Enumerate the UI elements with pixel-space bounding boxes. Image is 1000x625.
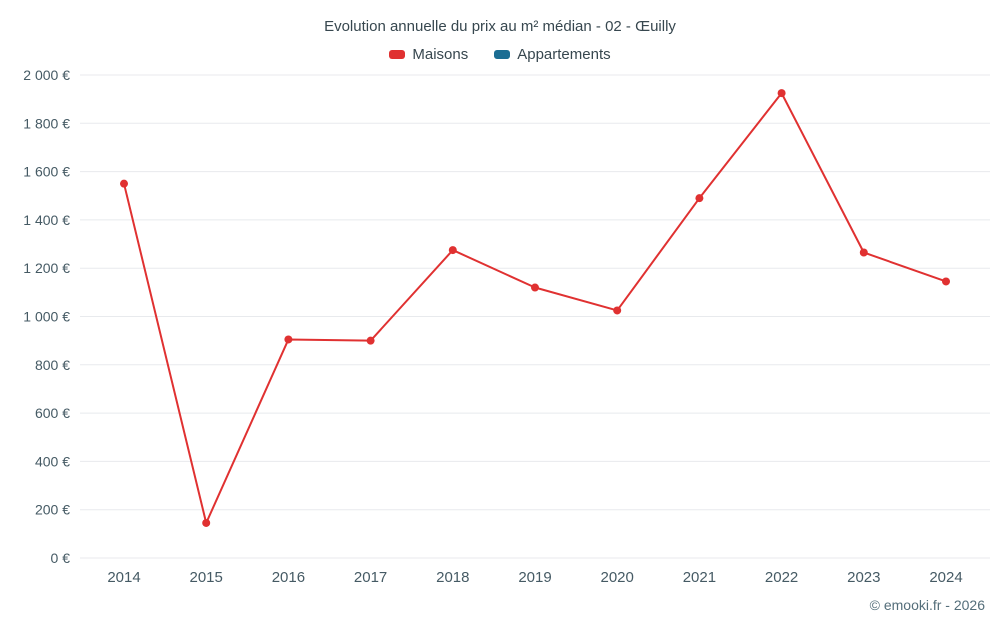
- y-axis-tick-label: 200 €: [35, 502, 70, 518]
- y-axis-tick-label: 1 000 €: [23, 309, 70, 325]
- x-axis-tick-label: 2016: [272, 569, 305, 586]
- y-axis-tick-label: 1 200 €: [23, 260, 70, 276]
- data-point-marker: [531, 283, 539, 292]
- data-point-marker: [366, 336, 375, 345]
- y-axis-tick-label: 400 €: [35, 453, 70, 469]
- chart-title: Evolution annuelle du prix au m² médian …: [324, 18, 676, 35]
- copyright-footer: © emooki.fr - 2026: [869, 597, 985, 613]
- chart-legend: Maisons Appartements: [0, 46, 1000, 63]
- data-point-marker: [695, 194, 704, 203]
- x-axis-tick-label: 2017: [354, 569, 387, 586]
- x-axis-tick-label: 2018: [436, 569, 469, 586]
- x-axis-tick-label: 2019: [518, 569, 551, 586]
- legend-swatch-appartements: [494, 50, 511, 59]
- data-point-marker: [613, 306, 622, 315]
- y-axis-tick-label: 800 €: [35, 357, 70, 373]
- legend-label-appartements: Appartements: [517, 46, 611, 63]
- data-point-marker: [284, 335, 293, 344]
- legend-swatch-maisons: [389, 50, 406, 59]
- y-axis-tick-label: 600 €: [35, 405, 70, 421]
- data-point-marker: [120, 179, 128, 188]
- x-axis-tick-label: 2015: [190, 569, 223, 586]
- y-axis-tick-label: 0 €: [51, 550, 71, 566]
- y-axis-tick-label: 2 000 €: [23, 67, 70, 83]
- x-axis-tick-label: 2024: [929, 569, 962, 586]
- data-point-marker: [202, 518, 211, 527]
- x-axis-tick-label: 2023: [847, 569, 880, 586]
- series-line-maisons: [123, 92, 947, 524]
- y-axis-tick-label: 1 800 €: [23, 115, 70, 131]
- x-axis-tick-label: 2021: [683, 569, 716, 586]
- data-point-marker: [942, 277, 950, 286]
- data-point-marker: [859, 248, 868, 257]
- legend-item-maisons[interactable]: Maisons: [389, 46, 468, 63]
- legend-item-appartements[interactable]: Appartements: [494, 46, 611, 63]
- legend-label-maisons: Maisons: [412, 46, 469, 63]
- data-point-marker: [448, 246, 457, 255]
- data-point-marker: [777, 89, 786, 98]
- x-axis-tick-label: 2022: [765, 569, 798, 586]
- x-axis-tick-label: 2014: [107, 569, 140, 586]
- y-axis-tick-label: 1 400 €: [23, 212, 70, 228]
- x-axis-tick-label: 2020: [601, 569, 634, 586]
- y-axis-tick-label: 1 600 €: [23, 164, 70, 180]
